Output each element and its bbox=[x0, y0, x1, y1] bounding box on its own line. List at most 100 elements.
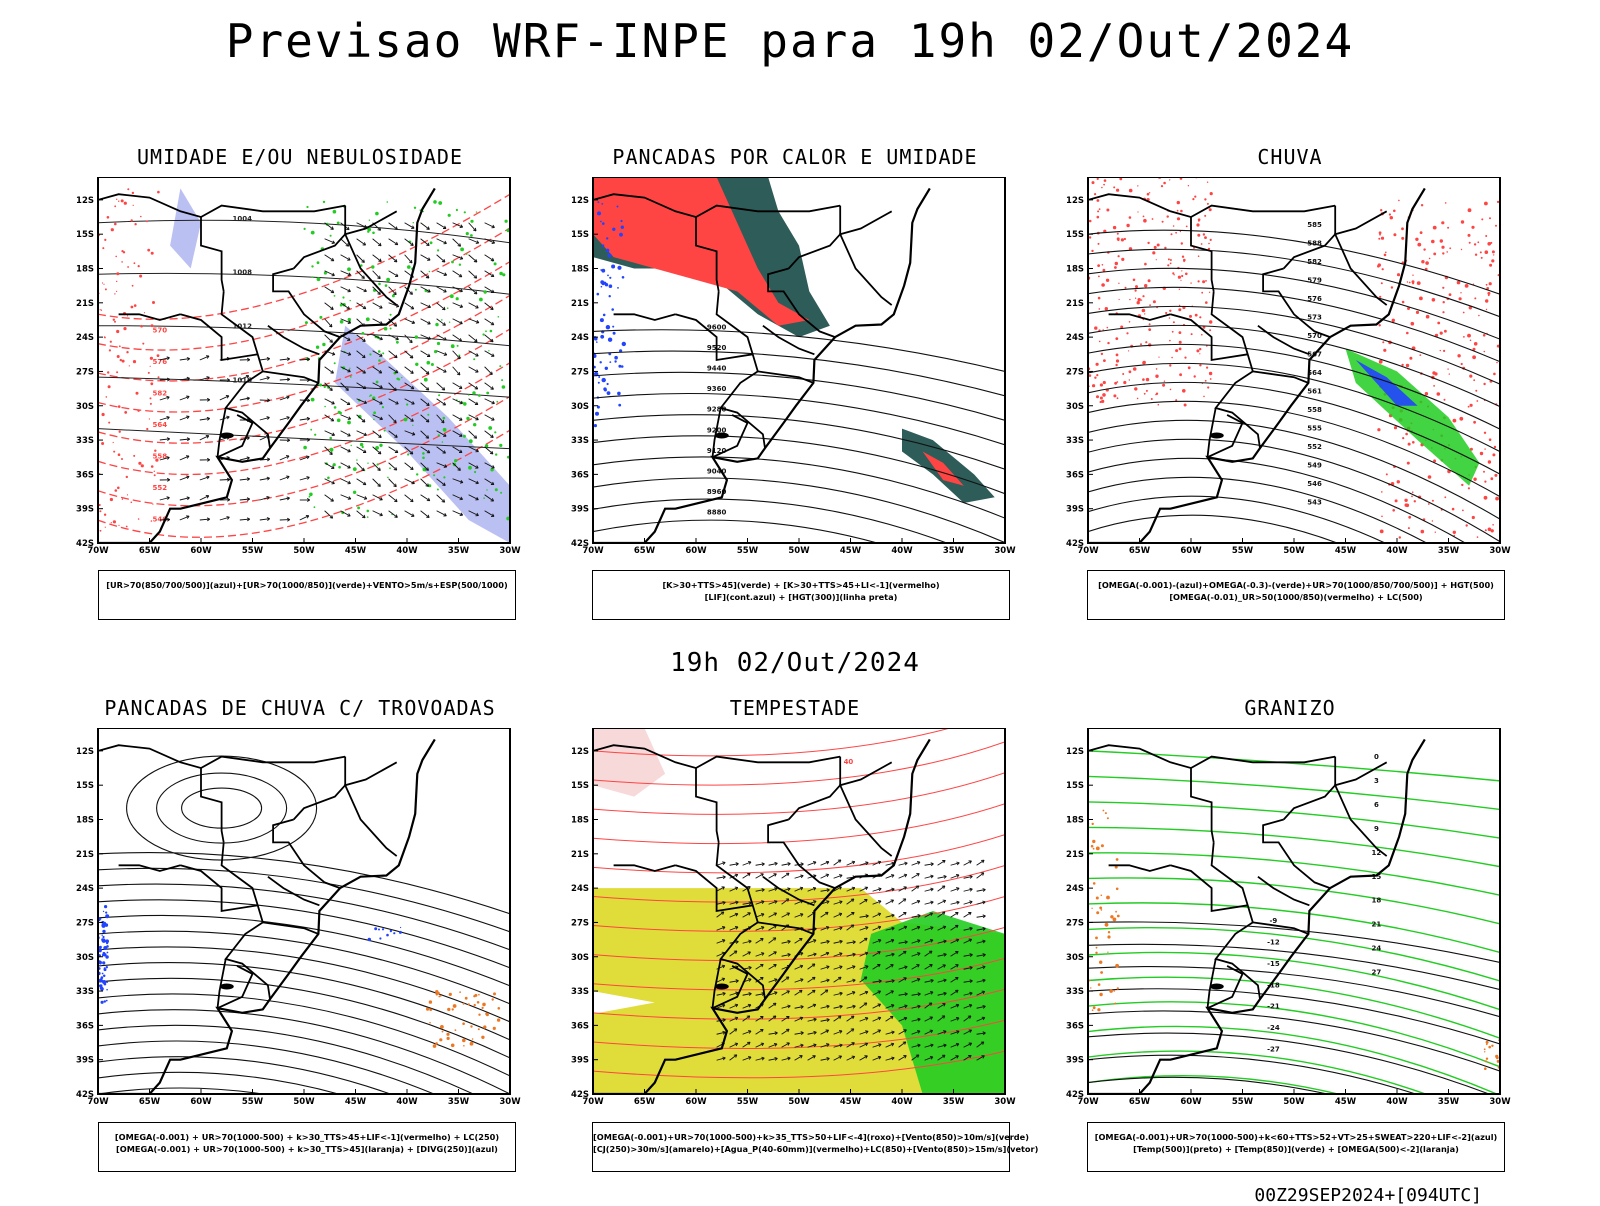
country-border bbox=[294, 206, 346, 269]
lon-label: 35W bbox=[448, 1097, 470, 1107]
lif-speck bbox=[607, 383, 609, 385]
rain-red-speck bbox=[1121, 238, 1124, 241]
rain-red-speck bbox=[1199, 316, 1201, 318]
divg-speck bbox=[106, 989, 108, 991]
rain-red-speck bbox=[1402, 301, 1405, 304]
lon-label: 50W bbox=[1283, 546, 1305, 556]
omega-orange-speck bbox=[1114, 1003, 1116, 1005]
rain-red-speck bbox=[1199, 353, 1200, 354]
wind-vector bbox=[373, 303, 383, 308]
rain-red-speck bbox=[1486, 284, 1488, 286]
wind-vector bbox=[389, 479, 397, 487]
humidity-low-speck bbox=[377, 463, 379, 465]
wind-vector bbox=[469, 399, 478, 405]
country-border bbox=[1258, 877, 1310, 906]
wind-vector bbox=[373, 431, 382, 438]
rain-red-speck bbox=[1182, 256, 1184, 258]
lat-label: 21S bbox=[76, 299, 94, 309]
rain-red-speck bbox=[1484, 351, 1486, 353]
rain-red-speck bbox=[1405, 433, 1408, 436]
humidity-low-speck bbox=[456, 209, 458, 211]
humidity-low-speck bbox=[385, 284, 388, 287]
humidity-low-speck bbox=[484, 290, 487, 293]
rain-red-speck bbox=[1154, 246, 1157, 249]
lif-speck bbox=[601, 203, 603, 205]
rain-red-speck bbox=[1171, 357, 1173, 359]
instability-orange-speck bbox=[478, 1028, 480, 1030]
rain-red-speck bbox=[1447, 368, 1448, 369]
rain-red-speck bbox=[1202, 280, 1205, 283]
lif-speck bbox=[614, 356, 618, 360]
humidity-low-speck bbox=[437, 249, 439, 251]
rain-red-speck bbox=[1180, 280, 1181, 281]
country-border bbox=[218, 408, 226, 457]
legend-line: [OMEGA(-0.001)+UR>70(1000-500)+k<60+TTS>… bbox=[1088, 1131, 1504, 1143]
lat-label: 21S bbox=[1066, 850, 1084, 860]
rain-red-speck bbox=[1148, 279, 1151, 282]
humidity-low-speck bbox=[496, 401, 498, 403]
rain-red-speck bbox=[1097, 178, 1099, 180]
wind-vector bbox=[373, 271, 381, 279]
thickness-speck bbox=[113, 319, 115, 321]
thickness-speck bbox=[139, 275, 142, 278]
lat-label: 15S bbox=[571, 781, 589, 791]
rain-red-speck bbox=[1126, 224, 1129, 227]
humidity-low-speck bbox=[360, 443, 363, 446]
humidity-low-speck bbox=[404, 418, 408, 422]
divg-speck bbox=[386, 934, 389, 937]
lif-speck bbox=[617, 392, 621, 396]
rain-red-speck bbox=[1486, 309, 1487, 310]
humidity-low-speck bbox=[486, 489, 487, 490]
lat-label: 39S bbox=[571, 505, 589, 515]
humidity-low-speck bbox=[406, 403, 408, 405]
legend-line: [K>30+TTS>45](verde) + [K>30+TTS>45+LI<-… bbox=[593, 579, 1009, 591]
lat-label: 39S bbox=[76, 1056, 94, 1066]
omega-orange-speck bbox=[1096, 897, 1099, 900]
rain-red-speck bbox=[1169, 179, 1170, 180]
wind-vector bbox=[453, 415, 463, 420]
rain-red-speck bbox=[1186, 226, 1188, 228]
rain-red-speck bbox=[1114, 266, 1117, 269]
humidity-low-speck bbox=[433, 200, 437, 204]
lif-speck bbox=[600, 221, 602, 223]
thickness-speck bbox=[101, 442, 104, 445]
rain-red-speck bbox=[1099, 308, 1101, 310]
lat-label: 39S bbox=[1066, 1056, 1084, 1066]
rain-red-speck bbox=[1101, 283, 1105, 287]
omega-orange-speck bbox=[1107, 952, 1108, 953]
rain-red-speck bbox=[1169, 310, 1171, 312]
rain-red-speck bbox=[1401, 227, 1404, 230]
rain-red-speck bbox=[1143, 219, 1147, 223]
lc250-streamline bbox=[98, 900, 510, 968]
country-border bbox=[614, 314, 676, 320]
rain-red-speck bbox=[1181, 242, 1183, 244]
rain-red-speck bbox=[1402, 437, 1404, 439]
wind-vector bbox=[389, 271, 398, 277]
humidity-low-speck bbox=[375, 212, 379, 216]
rain-red-speck bbox=[1171, 233, 1173, 235]
lif-speck bbox=[603, 387, 606, 390]
contour-label: 582 bbox=[152, 389, 167, 397]
wind-vector bbox=[389, 447, 398, 453]
run-stamp: 00Z29SEP2024+[094UTC] bbox=[1254, 1185, 1482, 1206]
hgt300-contour bbox=[593, 330, 1005, 372]
instability-orange-speck bbox=[482, 1003, 486, 1007]
wind-vector bbox=[421, 223, 430, 230]
legend-tempestade: [OMEGA(-0.001)+UR>70(1000-500)+k>35_TTS>… bbox=[592, 1122, 1010, 1172]
rain-red-speck bbox=[1203, 233, 1205, 235]
rain-red-speck bbox=[1408, 516, 1411, 519]
lif-speck bbox=[609, 361, 611, 363]
divg-speck bbox=[104, 1000, 106, 1002]
rain-red-speck bbox=[1390, 216, 1393, 219]
rain-red-speck bbox=[1477, 536, 1479, 538]
rain-red-speck bbox=[1106, 279, 1109, 282]
lon-label: 60W bbox=[190, 546, 212, 556]
rain-red-speck bbox=[1461, 249, 1462, 250]
rain-red-speck bbox=[1473, 421, 1476, 424]
lat-label: 33S bbox=[76, 987, 94, 997]
contour-label: 6 bbox=[1374, 801, 1379, 809]
lat-label: 27S bbox=[1066, 367, 1084, 377]
humidity-low-speck bbox=[324, 406, 326, 408]
humidity-low-speck bbox=[415, 335, 418, 338]
instability-orange-speck bbox=[462, 1022, 465, 1025]
